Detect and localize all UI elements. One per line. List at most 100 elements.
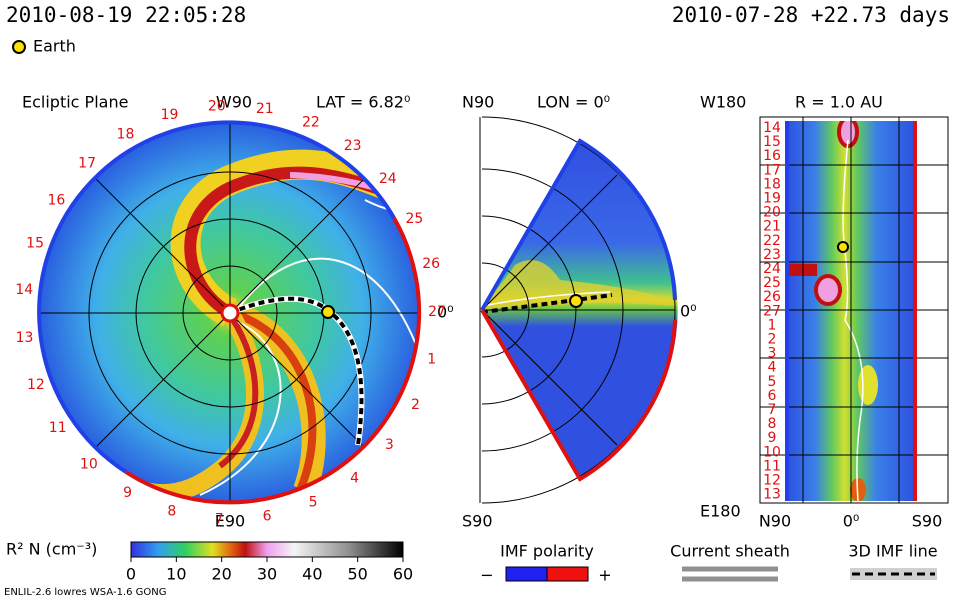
axis-label: 0⁰ — [437, 303, 454, 322]
day-label: 22 — [763, 233, 781, 249]
day-label: 3 — [768, 346, 777, 362]
day-label: 15 — [763, 134, 781, 150]
polarity-negative-swatch — [505, 566, 548, 582]
earth-legend-label: Earth — [33, 37, 76, 56]
day-label: 8 — [768, 416, 777, 432]
day-label: 23 — [344, 138, 362, 154]
legends: IMF polarity − + Current sheath 3D IMF l… — [480, 542, 937, 585]
legend-title: IMF polarity — [500, 542, 594, 561]
day-label: 12 — [27, 377, 45, 393]
axis-label: S90 — [912, 512, 943, 531]
day-label: 16 — [763, 148, 781, 164]
day-label: 17 — [78, 155, 96, 171]
day-label: 12 — [763, 473, 781, 489]
day-label: 3 — [385, 437, 394, 453]
axis-label: E180 — [700, 502, 741, 521]
colorbar-tick-label: 60 — [393, 565, 413, 584]
axis-label: N90 — [759, 512, 791, 531]
axis-label: 0⁰ — [843, 512, 860, 531]
polarity-boundary-positive — [124, 217, 422, 505]
day-label: 26 — [422, 256, 440, 272]
day-label: 7 — [768, 402, 777, 418]
axis-label: W180 — [700, 93, 746, 112]
day-label: 19 — [763, 191, 781, 207]
datetime: 2010-08-19 22:05:28 — [6, 3, 246, 27]
day-label: 15 — [26, 235, 44, 251]
colorbar-tick-label: 20 — [211, 565, 231, 584]
sun — [220, 303, 240, 323]
day-label: 14 — [15, 282, 33, 298]
earth-marker — [569, 294, 583, 308]
stream-arm-core — [218, 316, 259, 469]
polarity-boundary-negative — [480, 138, 677, 312]
day-labels: 1415161718192021222324252627123456789101… — [763, 120, 781, 503]
stream-arm-core — [230, 309, 317, 492]
axis-label: S90 — [462, 512, 493, 531]
legend-title: 3D IMF line — [848, 542, 937, 561]
day-label: 26 — [763, 289, 781, 305]
axis-label: E90 — [215, 512, 245, 531]
polarity-positive-swatch — [546, 566, 589, 582]
day-label: 18 — [117, 126, 135, 142]
earth-marker — [837, 241, 849, 253]
current-sheath — [487, 291, 611, 306]
day-label: 9 — [768, 430, 777, 446]
day-label: 1 — [768, 317, 777, 333]
latitude-label: LAT = 6.82⁰ — [316, 93, 410, 112]
day-label: 23 — [763, 247, 781, 263]
day-label: 18 — [763, 176, 781, 192]
day-label: 7 — [215, 512, 224, 528]
day-label: 4 — [768, 360, 777, 376]
longitude-label: LON = 0⁰ — [537, 93, 610, 112]
earth-legend-marker — [12, 40, 26, 54]
colorbar-label: R² N (cm⁻³) — [6, 540, 97, 559]
axis-label: W90 — [216, 93, 252, 112]
day-label: 8 — [167, 504, 176, 520]
polarity-boundary-negative — [37, 120, 396, 474]
day-label: 27 — [428, 304, 446, 320]
stream — [787, 264, 817, 276]
stream — [858, 365, 878, 405]
day-label: 10 — [763, 444, 781, 460]
stream — [814, 274, 842, 306]
day-label: 10 — [80, 456, 98, 472]
colorbar-tick-label: 40 — [302, 565, 322, 584]
radius-label: R = 1.0 AU — [795, 93, 883, 112]
radial-panel: W180 R = 1.0 AU E180 N90 0⁰ S90 14151617… — [700, 93, 949, 531]
axis-label: N90 — [462, 93, 494, 112]
current-sheath — [842, 139, 864, 501]
colorbar: R² N (cm⁻³) 0 10 20 30 40 50 60 — [6, 540, 413, 584]
radial-structures — [787, 121, 878, 501]
panel-title: Ecliptic Plane — [22, 93, 128, 112]
polarity-boundary-positive — [480, 308, 677, 482]
day-label: 17 — [763, 162, 781, 178]
colorbar-scale — [130, 541, 404, 558]
day-label: 5 — [309, 495, 318, 511]
day-label: 4 — [350, 470, 359, 486]
day-label: 24 — [379, 171, 397, 187]
day-label: 2 — [768, 332, 777, 348]
colorbar-tick-label: 50 — [347, 565, 367, 584]
day-label: 21 — [763, 219, 781, 235]
day-label: 14 — [763, 120, 781, 136]
day-label: 24 — [763, 261, 781, 277]
day-label: 13 — [16, 330, 34, 346]
legend-title: Current sheath — [670, 542, 790, 561]
day-label: 13 — [763, 487, 781, 503]
colorbar-tick-label: 30 — [257, 565, 277, 584]
meridional-panel: N90 LON = 0⁰ 0⁰ S90 — [462, 93, 697, 531]
day-label: 11 — [763, 458, 781, 474]
earth-marker — [321, 305, 335, 319]
stream — [482, 260, 675, 310]
day-label: 16 — [47, 192, 65, 208]
day-label: 25 — [406, 211, 424, 227]
day-label: 20 — [763, 205, 781, 221]
day-label: 5 — [768, 374, 777, 390]
ecliptic-panel: Ecliptic Plane W90 LAT = 6.82⁰ 0⁰ E90 12… — [15, 93, 453, 531]
axis-label: 0⁰ — [680, 302, 697, 321]
footer: ENLIL-2.6 lowres WSA-1.6 GONG — [4, 587, 167, 598]
